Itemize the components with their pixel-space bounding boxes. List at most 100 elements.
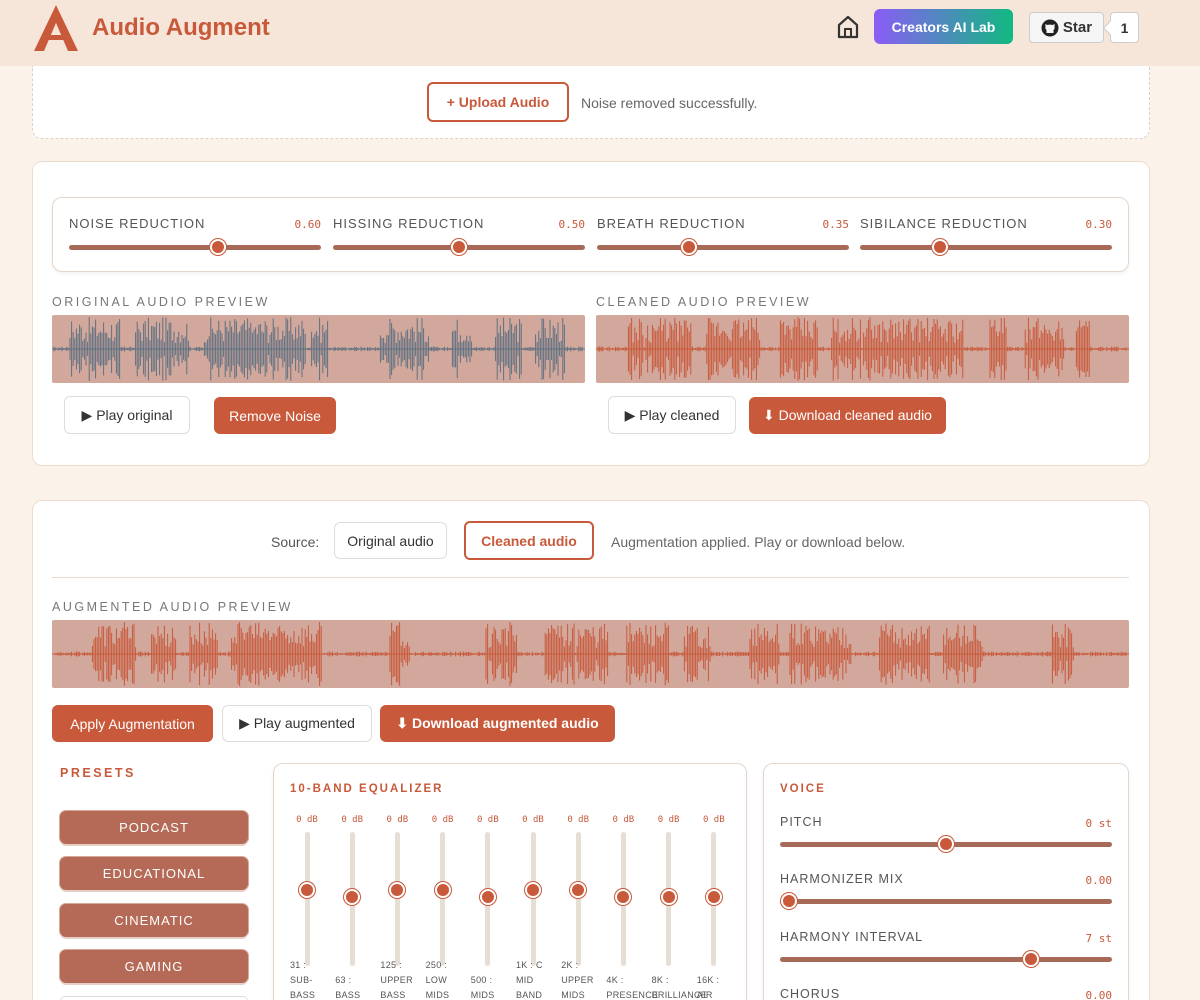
eq-band-label-line: 500 : <box>470 975 493 985</box>
harmonizer-mix-label: HARMONIZER MIX <box>780 872 904 886</box>
eq-band-label-line: MID <box>516 975 534 985</box>
play-cleaned-button[interactable]: ▶ Play cleaned <box>608 396 736 434</box>
eq-band-label-line: BASS <box>380 990 406 1000</box>
eq-band-track[interactable] <box>530 832 536 966</box>
sibilance-reduction-track[interactable] <box>860 245 1112 250</box>
eq-band-label: 63 : BASS <box>335 958 360 1000</box>
eq-band-label-line <box>697 958 720 973</box>
eq-band-thumb[interactable] <box>434 882 451 898</box>
eq-band-label-line: UPPER <box>561 975 594 985</box>
eq-band-label-line: 8K : <box>651 975 669 985</box>
harmonizer-mix-track[interactable] <box>780 899 1112 904</box>
eq-band-label: 1K : C MID BAND <box>516 958 543 1000</box>
eq-band-thumb[interactable] <box>389 882 406 898</box>
eq-band-label-line: SUB- <box>290 975 313 985</box>
eq-band-label-line <box>471 958 495 973</box>
eq-band-db: 0 dB <box>702 815 725 825</box>
harmony-interval-label: HARMONY INTERVAL <box>780 930 924 944</box>
eq-band-db: 0 dB <box>341 815 364 825</box>
harmony-interval-track[interactable] <box>780 957 1112 962</box>
eq-band-label-line: BASS <box>290 990 316 1000</box>
original-waveform[interactable] <box>52 315 585 383</box>
upload-dropzone[interactable] <box>32 66 1150 139</box>
eq-band-label-line: 63 : <box>335 975 352 985</box>
equalizer-title: 10-BAND EQUALIZER <box>290 783 444 795</box>
eq-band-label-line: BASS <box>335 990 361 1000</box>
cleaned-waveform[interactable] <box>596 315 1129 383</box>
eq-band-label-line: MIDS <box>470 990 495 1000</box>
noise-reduction-thumb[interactable] <box>209 239 226 255</box>
augmented-waveform[interactable] <box>52 620 1129 688</box>
noise-reduction-track[interactable] <box>69 245 321 250</box>
pitch-label: PITCH <box>780 815 823 829</box>
eq-band-thumb[interactable] <box>479 889 496 905</box>
github-star-button[interactable]: Star <box>1029 12 1104 43</box>
eq-band-label: 31 : SUB- BASS <box>290 958 315 1000</box>
hissing-reduction-value: 0.50 <box>558 218 586 231</box>
eq-band-label: 2K : UPPER MIDS <box>561 958 594 1000</box>
augmented-preview-label: AUGMENTED AUDIO PREVIEW <box>52 600 293 614</box>
chorus-value: 0.00 <box>1085 989 1113 1000</box>
pitch-value: 0 st <box>1085 817 1113 830</box>
upload-audio-button[interactable]: + Upload Audio <box>427 82 569 122</box>
preset-cinematic[interactable]: CINEMATIC <box>60 904 248 937</box>
eq-band-label-line: 4K : <box>606 975 624 985</box>
eq-band-thumb[interactable] <box>299 882 315 898</box>
preset-gaming[interactable]: GAMING <box>60 950 248 983</box>
eq-band-track[interactable] <box>440 832 446 966</box>
eq-band-thumb[interactable] <box>570 882 587 898</box>
eq-band-label-line: AIR <box>696 990 713 1000</box>
eq-band-db: 0 dB <box>386 815 409 825</box>
star-label: Star <box>1062 19 1093 36</box>
harmony-interval-thumb[interactable] <box>1022 951 1039 967</box>
pitch-thumb[interactable] <box>938 836 954 852</box>
breath-reduction-thumb[interactable] <box>680 239 697 255</box>
eq-band-label: 4K : PRESENCE <box>606 958 658 1000</box>
eq-band-label-line: MIDS <box>561 990 585 1000</box>
eq-band-db: 0 dB <box>296 815 318 825</box>
apply-augmentation-button[interactable]: Apply Augmentation <box>52 705 213 742</box>
play-original-button[interactable]: ▶ Play original <box>64 396 190 434</box>
eq-band-db: 0 dB <box>567 815 590 825</box>
play-augmented-button[interactable]: ▶ Play augmented <box>222 705 372 742</box>
eq-band-label-line: BAND <box>516 990 543 1000</box>
eq-band-label-line: 1K : C <box>516 960 543 970</box>
eq-band-thumb[interactable] <box>525 882 541 898</box>
eq-band-label: 8K : BRILLIANCE <box>652 958 708 1000</box>
sibilance-reduction-thumb[interactable] <box>932 239 949 255</box>
cleaned-preview-label: CLEANED AUDIO PREVIEW <box>596 295 812 309</box>
eq-band-thumb[interactable] <box>344 889 361 905</box>
download-cleaned-button[interactable]: ⬇ Download cleaned audio <box>749 397 946 434</box>
eq-band-db: 0 dB <box>612 815 635 825</box>
eq-band-db: 0 dB <box>431 815 454 825</box>
home-icon[interactable] <box>836 14 860 40</box>
breath-reduction-track[interactable] <box>597 245 849 250</box>
reduction-sliders-card <box>52 197 1129 272</box>
noise-reduction-value: 0.60 <box>294 218 322 231</box>
preset-educational[interactable]: EDUCATIONAL <box>60 857 248 890</box>
hissing-reduction-thumb[interactable] <box>451 239 467 255</box>
source-original-button[interactable]: Original audio <box>334 522 447 559</box>
eq-band-label-line: 2K : <box>561 960 579 970</box>
eq-band-label-line: PRESENCE <box>606 990 659 1000</box>
remove-noise-button[interactable]: Remove Noise <box>214 397 336 434</box>
harmonizer-mix-value: 0.00 <box>1085 874 1113 887</box>
app-header: Audio Augment Creators AI Lab Star 1 <box>0 0 1200 66</box>
sibilance-reduction-value: 0.30 <box>1085 218 1113 231</box>
eq-band-track[interactable] <box>394 832 400 966</box>
eq-band-track[interactable] <box>575 832 581 966</box>
eq-band-track[interactable] <box>304 832 310 966</box>
eq-band-thumb[interactable] <box>615 889 632 905</box>
eq-band-thumb[interactable] <box>705 889 722 905</box>
eq-band-thumb[interactable] <box>660 889 677 905</box>
download-augmented-button[interactable]: ⬇ Download augmented audio <box>380 705 615 742</box>
source-label: Source: <box>271 534 320 550</box>
preset-podcast[interactable]: PODCAST <box>60 811 248 844</box>
preset-more[interactable] <box>60 996 248 1000</box>
eq-band-label-line: LOW <box>425 975 447 985</box>
creators-ai-lab-button[interactable]: Creators AI Lab <box>874 9 1013 44</box>
logo-icon <box>34 5 78 51</box>
source-cleaned-button[interactable]: Cleaned audio <box>464 521 594 560</box>
harmonizer-mix-thumb[interactable] <box>781 893 797 909</box>
eq-band-label-line: MIDS <box>425 990 450 1000</box>
